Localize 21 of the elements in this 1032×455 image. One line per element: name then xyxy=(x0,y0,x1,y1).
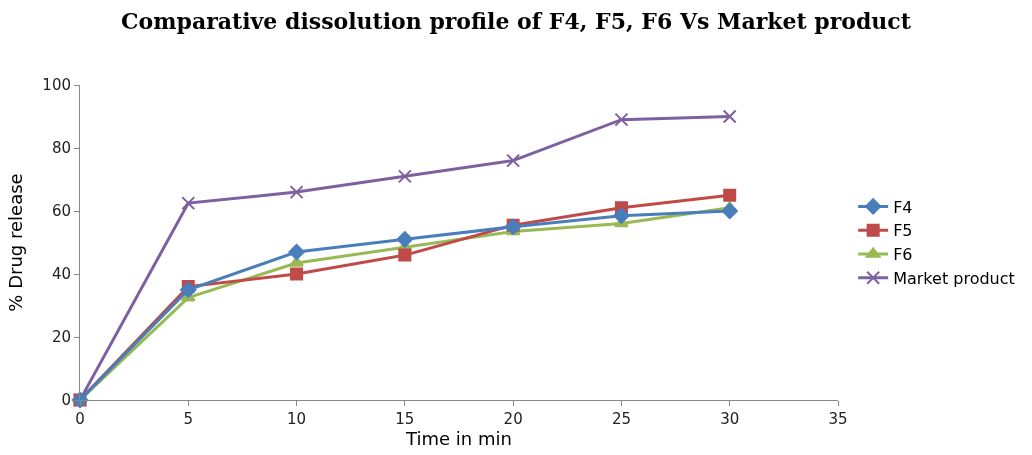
y-tick-label: 0 xyxy=(61,391,71,410)
x-tick-label: 5 xyxy=(183,410,194,428)
y-tick-label: 20 xyxy=(51,328,71,347)
legend-label: Market product xyxy=(893,269,1015,289)
legend-label: F4 xyxy=(893,197,913,217)
x-axis-title: Time in min xyxy=(405,428,512,449)
x-tick-label: 0 xyxy=(75,410,85,428)
legend-label: F5 xyxy=(893,221,913,241)
x-tick-label: 25 xyxy=(611,410,631,428)
legend-label: F6 xyxy=(893,245,913,265)
x-tick-label: 15 xyxy=(395,410,415,428)
y-tick-label: 40 xyxy=(51,265,71,284)
chart-title: Comparative dissolution profile of F4, F5, F6 Vs Market product xyxy=(121,8,912,35)
x-tick-label: 35 xyxy=(828,410,848,428)
y-tick-label: 60 xyxy=(51,202,71,221)
y-tick-label: 80 xyxy=(51,139,71,158)
x-tick-label: 20 xyxy=(503,410,523,428)
x-tick-label: 30 xyxy=(720,410,740,428)
y-axis-title: % Drug release xyxy=(4,173,26,312)
y-tick-label: 100 xyxy=(42,76,71,95)
x-tick-label: 10 xyxy=(287,410,307,428)
